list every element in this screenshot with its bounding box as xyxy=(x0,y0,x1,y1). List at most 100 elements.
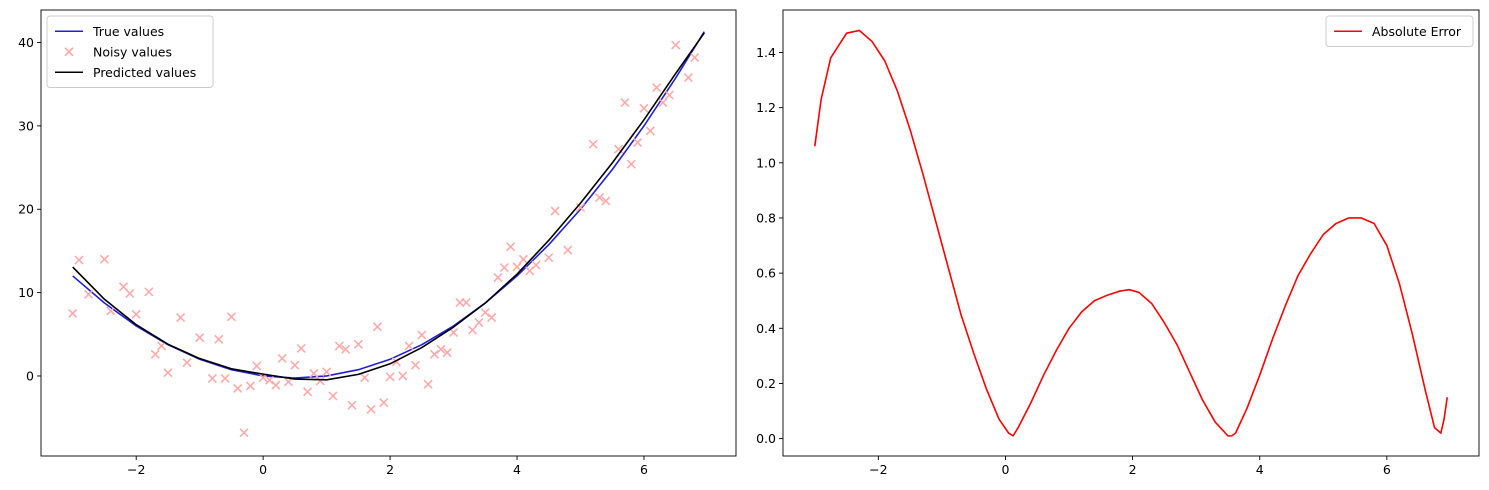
scatter-point xyxy=(99,254,110,264)
x-tick-label: 6 xyxy=(1383,462,1391,477)
scatter-point xyxy=(493,273,503,283)
axes-frame xyxy=(40,9,737,457)
scatter-point xyxy=(84,289,94,299)
scatter-point xyxy=(626,159,636,169)
scatter-point xyxy=(658,97,668,108)
scatter-point xyxy=(512,262,522,272)
scatter-point xyxy=(334,341,344,351)
scatter-point xyxy=(309,368,319,379)
y-tick-label: 20 xyxy=(18,202,34,217)
scatter-point xyxy=(468,325,478,335)
x-tick-label: 6 xyxy=(640,462,648,477)
y-tick-label: 10 xyxy=(18,285,34,300)
y-tick-label: 1.0 xyxy=(756,155,776,170)
scatter-point xyxy=(106,306,116,316)
scatter-point xyxy=(442,348,452,358)
scatter-point xyxy=(150,349,160,359)
x-tick-label: 4 xyxy=(1256,462,1264,477)
scatter-point xyxy=(601,196,611,206)
scatter-point xyxy=(664,90,674,100)
scatter-series xyxy=(68,40,700,438)
legend: Absolute Error xyxy=(1325,15,1474,47)
scatter-point xyxy=(353,339,363,349)
left-chart-panel: −2 0 2 4 6 0 10 20 30 40 True values Noisy values Pr… xyxy=(18,9,737,477)
scatter-point xyxy=(226,312,236,322)
legend-label: Absolute Error xyxy=(1372,24,1462,39)
x-tick-label: −2 xyxy=(127,462,145,477)
x-tick-label: 4 xyxy=(513,462,521,477)
y-tick-label: 0.8 xyxy=(756,210,776,225)
scatter-point xyxy=(671,40,681,50)
scatter-point xyxy=(404,341,414,351)
scatter-point xyxy=(347,400,357,410)
x-tick-label: 0 xyxy=(1001,462,1009,477)
x-tick-label: 0 xyxy=(259,462,267,477)
x-tick-label: 2 xyxy=(386,462,394,477)
legend-label: Noisy values xyxy=(93,44,172,59)
scatter-point xyxy=(506,242,516,252)
scatter-point xyxy=(480,308,490,318)
series-line xyxy=(813,29,1449,437)
scatter-point xyxy=(252,361,262,371)
legend-box xyxy=(46,15,214,88)
scatter-point xyxy=(398,371,408,381)
scatter-point xyxy=(264,375,275,385)
legend: True values Noisy values Predicted values xyxy=(46,15,214,88)
scatter-point xyxy=(531,260,541,270)
legend-marker xyxy=(64,47,74,57)
y-tick-label: 1.4 xyxy=(756,45,776,60)
scatter-point xyxy=(575,203,586,213)
scatter-point xyxy=(385,372,395,382)
scatter-point xyxy=(379,398,389,408)
scatter-point xyxy=(620,97,630,108)
scatter-point xyxy=(563,245,573,255)
scatter-point xyxy=(372,322,382,332)
scatter-point xyxy=(163,368,173,378)
scatter-point xyxy=(639,103,649,113)
scatter-point xyxy=(436,344,446,354)
scatter-point xyxy=(341,344,351,354)
scatter-point xyxy=(448,328,459,338)
y-tick-label: 0.6 xyxy=(756,266,776,281)
scatter-point xyxy=(220,373,230,384)
scatter-point xyxy=(690,52,700,63)
x-tick-label: 2 xyxy=(1129,462,1137,477)
scatter-point xyxy=(499,263,509,273)
scatter-point xyxy=(683,72,693,83)
scatter-point xyxy=(410,360,421,370)
scatter-point xyxy=(131,309,141,319)
y-tick-label: 0.0 xyxy=(756,431,776,446)
scatter-point xyxy=(157,341,167,351)
scatter-point xyxy=(182,358,192,368)
y-tick-label: 40 xyxy=(18,35,34,50)
scatter-point xyxy=(214,334,224,344)
scatter-point xyxy=(296,343,306,354)
scatter-point xyxy=(68,308,78,319)
scatter-point xyxy=(303,387,313,397)
scatter-point xyxy=(544,253,554,263)
scatter-point xyxy=(429,349,440,359)
scatter-point xyxy=(652,82,662,93)
scatter-point xyxy=(315,376,325,386)
scatter-point xyxy=(239,428,249,438)
scatter-point xyxy=(487,313,497,323)
scatter-point xyxy=(277,353,287,364)
plot-area xyxy=(813,29,1449,437)
scatter-point xyxy=(417,330,427,340)
axes-frame xyxy=(782,9,1480,457)
scatter-point xyxy=(360,373,370,383)
scatter-point xyxy=(322,367,332,377)
y-tick-label: 0.4 xyxy=(756,321,776,336)
scatter-point xyxy=(271,380,281,390)
scatter-point xyxy=(195,333,205,343)
scatter-point xyxy=(588,139,598,149)
scatter-point xyxy=(518,254,528,264)
scatter-point xyxy=(423,379,433,389)
scatter-point xyxy=(474,318,484,328)
scatter-point xyxy=(366,404,376,414)
y-tick-label: 0 xyxy=(26,368,34,383)
x-tick-label: −2 xyxy=(869,462,887,477)
scatter-point xyxy=(594,193,605,203)
